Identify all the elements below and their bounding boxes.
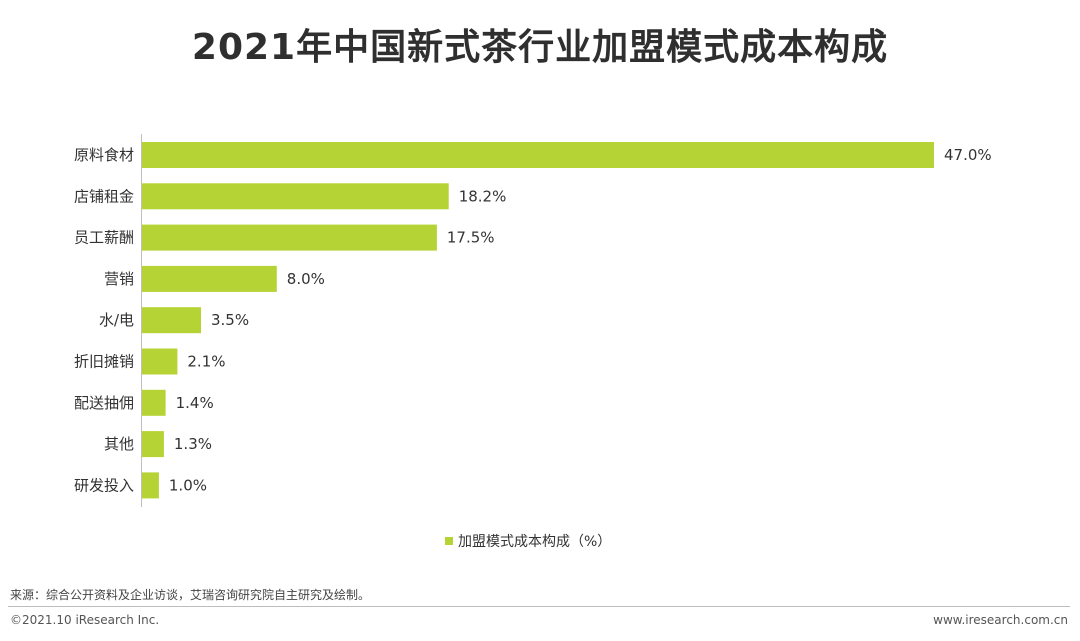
category-label: 其他	[104, 435, 134, 453]
value-label: 3.5%	[211, 311, 249, 329]
bar	[142, 389, 166, 416]
bar	[142, 307, 201, 334]
category-label: 营销	[104, 270, 134, 288]
value-label: 1.4%	[176, 394, 214, 412]
bar	[142, 348, 178, 375]
footer-divider	[8, 606, 1070, 607]
value-label: 18.2%	[459, 187, 507, 205]
value-label: 8.0%	[287, 270, 325, 288]
value-label: 2.1%	[187, 353, 225, 371]
category-label: 折旧摊销	[74, 353, 134, 371]
chart-title: 2021年中国新式茶行业加盟模式成本构成	[191, 27, 889, 68]
bar	[142, 224, 437, 251]
bars-layer: 原料食材 47.0% 店铺租金 18.2% 员工薪酬 17.5% 营销 8.0% 水/电 3.5%…	[74, 142, 992, 499]
value-label: 1.0%	[169, 476, 207, 494]
bar	[142, 265, 277, 292]
bar	[142, 431, 164, 458]
copyright: ©2021.10 iResearch Inc.	[10, 613, 160, 627]
website: www.iresearch.com.cn	[933, 613, 1068, 627]
category-label: 水/电	[99, 311, 134, 329]
legend: 加盟模式成本构成（%）	[445, 534, 611, 550]
category-label: 店铺租金	[74, 187, 134, 205]
source-note: 来源：综合公开资料及企业访谈，艾瑞咨询研究院自主研究及绘制。	[10, 588, 371, 602]
legend-swatch	[445, 537, 453, 545]
value-label: 17.5%	[447, 229, 495, 247]
category-label: 原料食材	[74, 146, 134, 164]
category-label: 员工薪酬	[74, 229, 134, 247]
category-label: 研发投入	[74, 476, 134, 494]
bar	[142, 183, 449, 210]
value-label: 47.0%	[944, 146, 992, 164]
legend-label: 加盟模式成本构成（%）	[458, 534, 611, 550]
category-label: 配送抽佣	[74, 394, 134, 412]
bar	[142, 142, 934, 168]
bar	[142, 472, 159, 499]
value-label: 1.3%	[174, 435, 212, 453]
